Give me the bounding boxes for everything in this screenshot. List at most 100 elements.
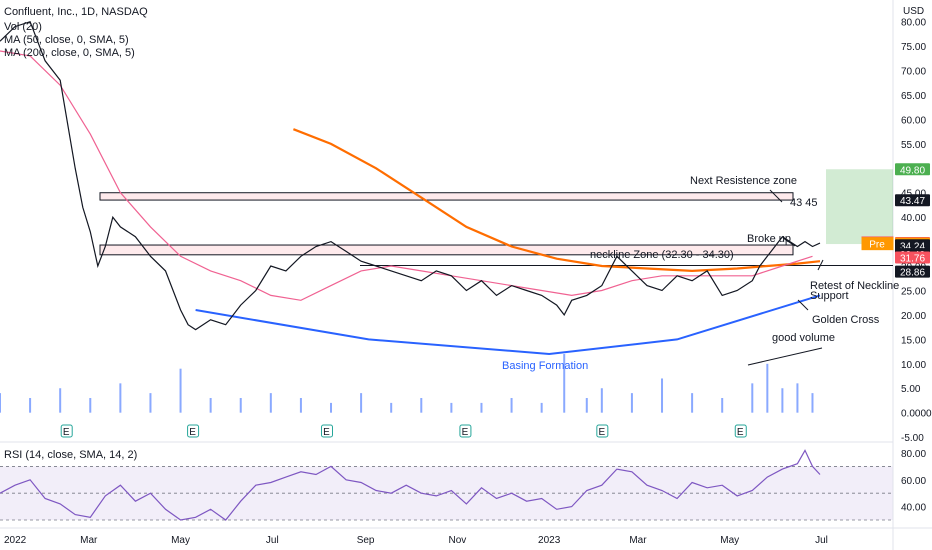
target-box — [826, 169, 893, 245]
arrow-golden-cross — [797, 299, 809, 311]
price-tick-17: -5.00 — [901, 433, 924, 444]
volume-bar-28 — [781, 388, 784, 413]
volume-bar-0 — [0, 393, 1, 413]
rsi-tick-1: 60.00 — [901, 476, 926, 487]
price-tick-13: 15.00 — [901, 335, 926, 346]
earnings-marker-4 — [596, 424, 609, 438]
earnings-symbol-5: E — [737, 427, 744, 438]
price-tick-0: 80.00 — [901, 18, 926, 29]
price-tick-14: 10.00 — [901, 360, 926, 371]
volume-bar-27 — [766, 363, 769, 413]
volume-bar-25 — [721, 398, 724, 413]
price-tick-16: 0.0000 — [901, 409, 932, 420]
tag-bg-1 — [895, 194, 930, 207]
x-label-4: Sep — [357, 535, 375, 546]
ma200-line — [292, 128, 821, 273]
x-label-3: Jul — [266, 535, 279, 546]
annotation-support: Support — [810, 290, 849, 302]
tag-label-bg-3 — [861, 237, 894, 251]
arrow-good-volume — [747, 347, 823, 366]
volume-bar-26 — [751, 383, 754, 413]
earnings-symbol-4: E — [598, 427, 605, 438]
volume-bar-23 — [661, 378, 664, 413]
price-tick-1: 75.00 — [901, 42, 926, 53]
zone-label-resistance: 43 45 — [790, 197, 818, 209]
volume-bar-18 — [540, 402, 543, 413]
tag-bg-0 — [895, 163, 930, 176]
zones-layer — [99, 192, 893, 267]
time-axis: 2022 Mar May Jul Sep Nov 2023 Mar May Jul — [4, 535, 828, 546]
arrow-broke-up — [782, 237, 796, 247]
earnings-symbol-3: E — [462, 427, 469, 438]
legend-volume: Vol (20) — [4, 21, 42, 33]
volume-bar-30 — [811, 393, 814, 413]
annotation-good-volume: good volume — [772, 332, 835, 344]
earnings-marker-0 — [60, 424, 73, 438]
price-axis: 80.0075.0070.0065.0060.0055.0050.0045.00… — [901, 18, 932, 444]
volume-bar-19 — [563, 354, 566, 413]
price-tick-12: 20.00 — [901, 311, 926, 322]
tag-bg-7 — [895, 251, 930, 264]
volume-bar-3 — [89, 398, 92, 413]
volume-bar-16 — [480, 402, 483, 413]
x-label-1: Mar — [80, 535, 98, 546]
zone-1 — [99, 244, 794, 256]
volume-bar-6 — [179, 368, 182, 413]
volume-bar-11 — [330, 402, 333, 413]
price-tick-8: 40.00 — [901, 213, 926, 224]
volume-bar-13 — [390, 402, 393, 413]
rsi-axis: 80.00 60.00 40.00 — [901, 449, 926, 514]
annotation-basing: Basing Formation — [502, 360, 588, 372]
rsi-tick-2: 40.00 — [901, 503, 926, 514]
arrow-next-resistance — [769, 189, 783, 203]
volume-bar-22 — [630, 393, 633, 413]
volume-bar-17 — [510, 398, 513, 413]
volume-bar-7 — [209, 398, 212, 413]
volume-bar-14 — [420, 398, 423, 413]
price-tick-2: 70.00 — [901, 67, 926, 78]
x-label-5: Nov — [448, 535, 466, 546]
earnings-marker-2 — [320, 424, 333, 438]
volume-bar-10 — [299, 398, 302, 413]
tag-value-7: 31.76 — [900, 253, 925, 264]
rsi-tick-0: 80.00 — [901, 449, 926, 460]
annotation-golden-cross: Golden Cross — [812, 314, 880, 326]
tag-value-1: 43.47 — [900, 196, 925, 207]
zone-label-neckline: neckline Zone (32.30 - 34.30) — [590, 249, 734, 261]
chart-title: Confluent, Inc., 1D, NASDAQ — [4, 6, 148, 18]
volume-bar-8 — [239, 398, 242, 413]
volume-bar-29 — [796, 383, 799, 413]
annotation-retest: Retest of Neckline — [810, 280, 899, 292]
price-line — [0, 20, 821, 331]
legend-ma200: MA (200, close, 0, SMA, 5) — [4, 47, 135, 59]
volume-bar-12 — [360, 393, 363, 413]
tag-value-8: 28.86 — [900, 268, 925, 279]
price-tick-5: 55.00 — [901, 140, 926, 151]
series-layer — [0, 20, 821, 356]
volume-bar-9 — [269, 393, 272, 413]
volume-bar-24 — [691, 393, 694, 413]
x-label-8: May — [720, 535, 739, 546]
tag-label-3: Pre — [869, 240, 885, 251]
currency-label: USD — [903, 6, 924, 17]
x-label-2: May — [171, 535, 190, 546]
price-tick-11: 25.00 — [901, 286, 926, 297]
rsi-label: RSI (14, close, SMA, 14, 2) — [4, 449, 137, 461]
tag-bg-8 — [895, 265, 930, 278]
volume-bar-5 — [149, 393, 152, 413]
volume-bar-21 — [600, 388, 603, 413]
volume-bar-2 — [59, 388, 62, 413]
tag-value-5: 34.24 — [900, 241, 925, 252]
volume-bar-20 — [585, 398, 588, 413]
earnings-symbol-2: E — [323, 427, 330, 438]
price-tick-3: 65.00 — [901, 91, 926, 102]
legend-ma50: MA (50, close, 0, SMA, 5) — [4, 34, 129, 46]
target-box-layer — [826, 169, 893, 245]
zone-0 — [99, 192, 794, 201]
volume-bar-4 — [119, 383, 122, 413]
earnings-marker-1 — [187, 424, 200, 438]
x-label-9: Jul — [815, 535, 828, 546]
x-label-0: 2022 — [4, 535, 27, 546]
